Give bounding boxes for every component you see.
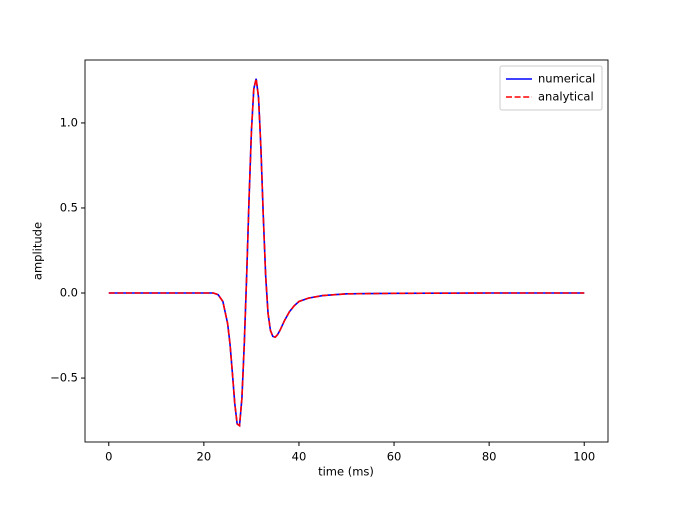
legend-label: analytical [538, 90, 594, 104]
x-tick-label: 40 [292, 450, 307, 464]
x-tick-label: 0 [105, 450, 112, 464]
line-series [108, 78, 585, 428]
y-tick-label: 0.5 [60, 200, 78, 214]
x-tick-label: 80 [482, 450, 497, 464]
legend-label: numerical [538, 72, 595, 86]
axes-frame [84, 59, 609, 443]
x-tick-label: 20 [197, 450, 212, 464]
y-axis-label: amplitude [31, 222, 45, 280]
legend-box [499, 65, 603, 111]
x-tick-label: 100 [573, 450, 595, 464]
y-tick-label: 1.0 [60, 115, 78, 129]
y-tick-label: 0.0 [60, 286, 78, 300]
y-tick-label: −0.5 [50, 371, 78, 385]
x-axis-label: time (ms) [318, 465, 374, 479]
x-tick-label: 60 [387, 450, 402, 464]
